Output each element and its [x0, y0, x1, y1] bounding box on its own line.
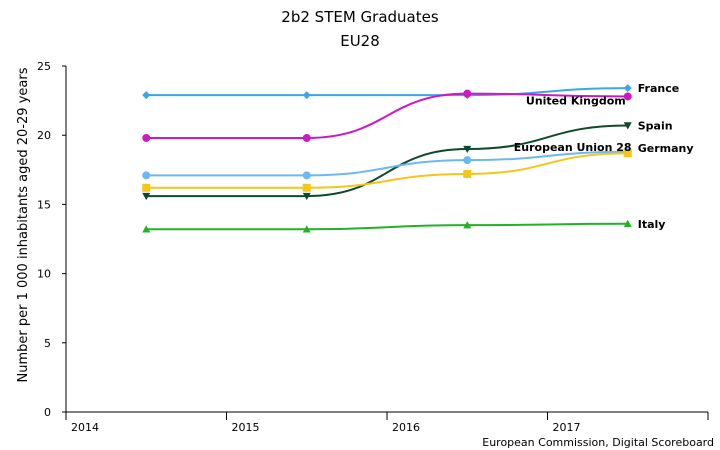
x-tick-label: 2016 [392, 421, 420, 434]
series-label-germany: Germany [638, 142, 694, 155]
series-label-italy: Italy [638, 218, 666, 231]
data-point-germany [142, 183, 151, 192]
data-point-spain [623, 122, 632, 130]
series-label-united-kingdom: United Kingdom [526, 94, 626, 107]
series-line-france [146, 87, 628, 97]
data-point-italy [463, 221, 472, 229]
y-tick-label: 5 [44, 337, 51, 350]
series-italy [142, 219, 632, 233]
data-point-germany [463, 169, 472, 178]
y-tick-label: 25 [37, 60, 51, 73]
data-point-european-union-28 [302, 171, 311, 180]
series-line-spain [146, 124, 628, 198]
x-tick-label: 2017 [553, 421, 581, 434]
series-line-european-union-28 [146, 150, 628, 177]
chart-subtitle: EU28 [340, 32, 380, 50]
y-axis-title: Number per 1 000 inhabitants aged 20-29 … [16, 67, 31, 382]
series-label-france: France [638, 82, 679, 95]
series-line-united-kingdom [146, 92, 628, 139]
x-tick-label: 2015 [232, 421, 260, 434]
series-united-kingdom [142, 89, 632, 142]
x-tick-label: 2014 [71, 421, 99, 434]
series-line-italy [146, 222, 628, 231]
data-point-united-kingdom [302, 133, 311, 142]
y-tick-label: 20 [37, 129, 51, 142]
data-point-spain [142, 192, 151, 201]
y-tick-label: 0 [44, 406, 51, 419]
data-point-spain [463, 145, 472, 154]
data-point-france [302, 91, 311, 100]
data-point-france [623, 84, 632, 93]
data-point-european-union-28 [463, 156, 472, 165]
data-point-united-kingdom [623, 92, 632, 101]
chart-title: 2b2 STEM Graduates [281, 8, 439, 26]
series-spain [142, 122, 632, 201]
data-point-italy [302, 225, 311, 233]
y-tick-label: 10 [37, 268, 51, 281]
data-point-france [142, 91, 151, 100]
data-point-european-union-28 [142, 171, 151, 180]
series-germany [142, 149, 632, 192]
y-tick-label: 15 [37, 198, 51, 211]
data-point-spain [302, 192, 311, 201]
data-point-united-kingdom [463, 89, 472, 98]
data-point-united-kingdom [142, 133, 151, 142]
series-labels: France United Kingdom Spain European Union … [514, 82, 694, 231]
data-point-germany [623, 149, 632, 158]
axes: 0 5 10 15 20 25 2014 2015 2016 2017 [37, 60, 709, 434]
series-line-germany [146, 152, 628, 189]
data-point-italy [623, 219, 632, 227]
series-layer [142, 84, 632, 233]
source-note: European Commission, Digital Scoreboard [482, 436, 714, 449]
series-label-spain: Spain [638, 120, 673, 133]
series-label-european-union-28: European Union 28 [514, 141, 632, 154]
data-point-italy [142, 225, 151, 233]
data-point-germany [302, 183, 311, 192]
